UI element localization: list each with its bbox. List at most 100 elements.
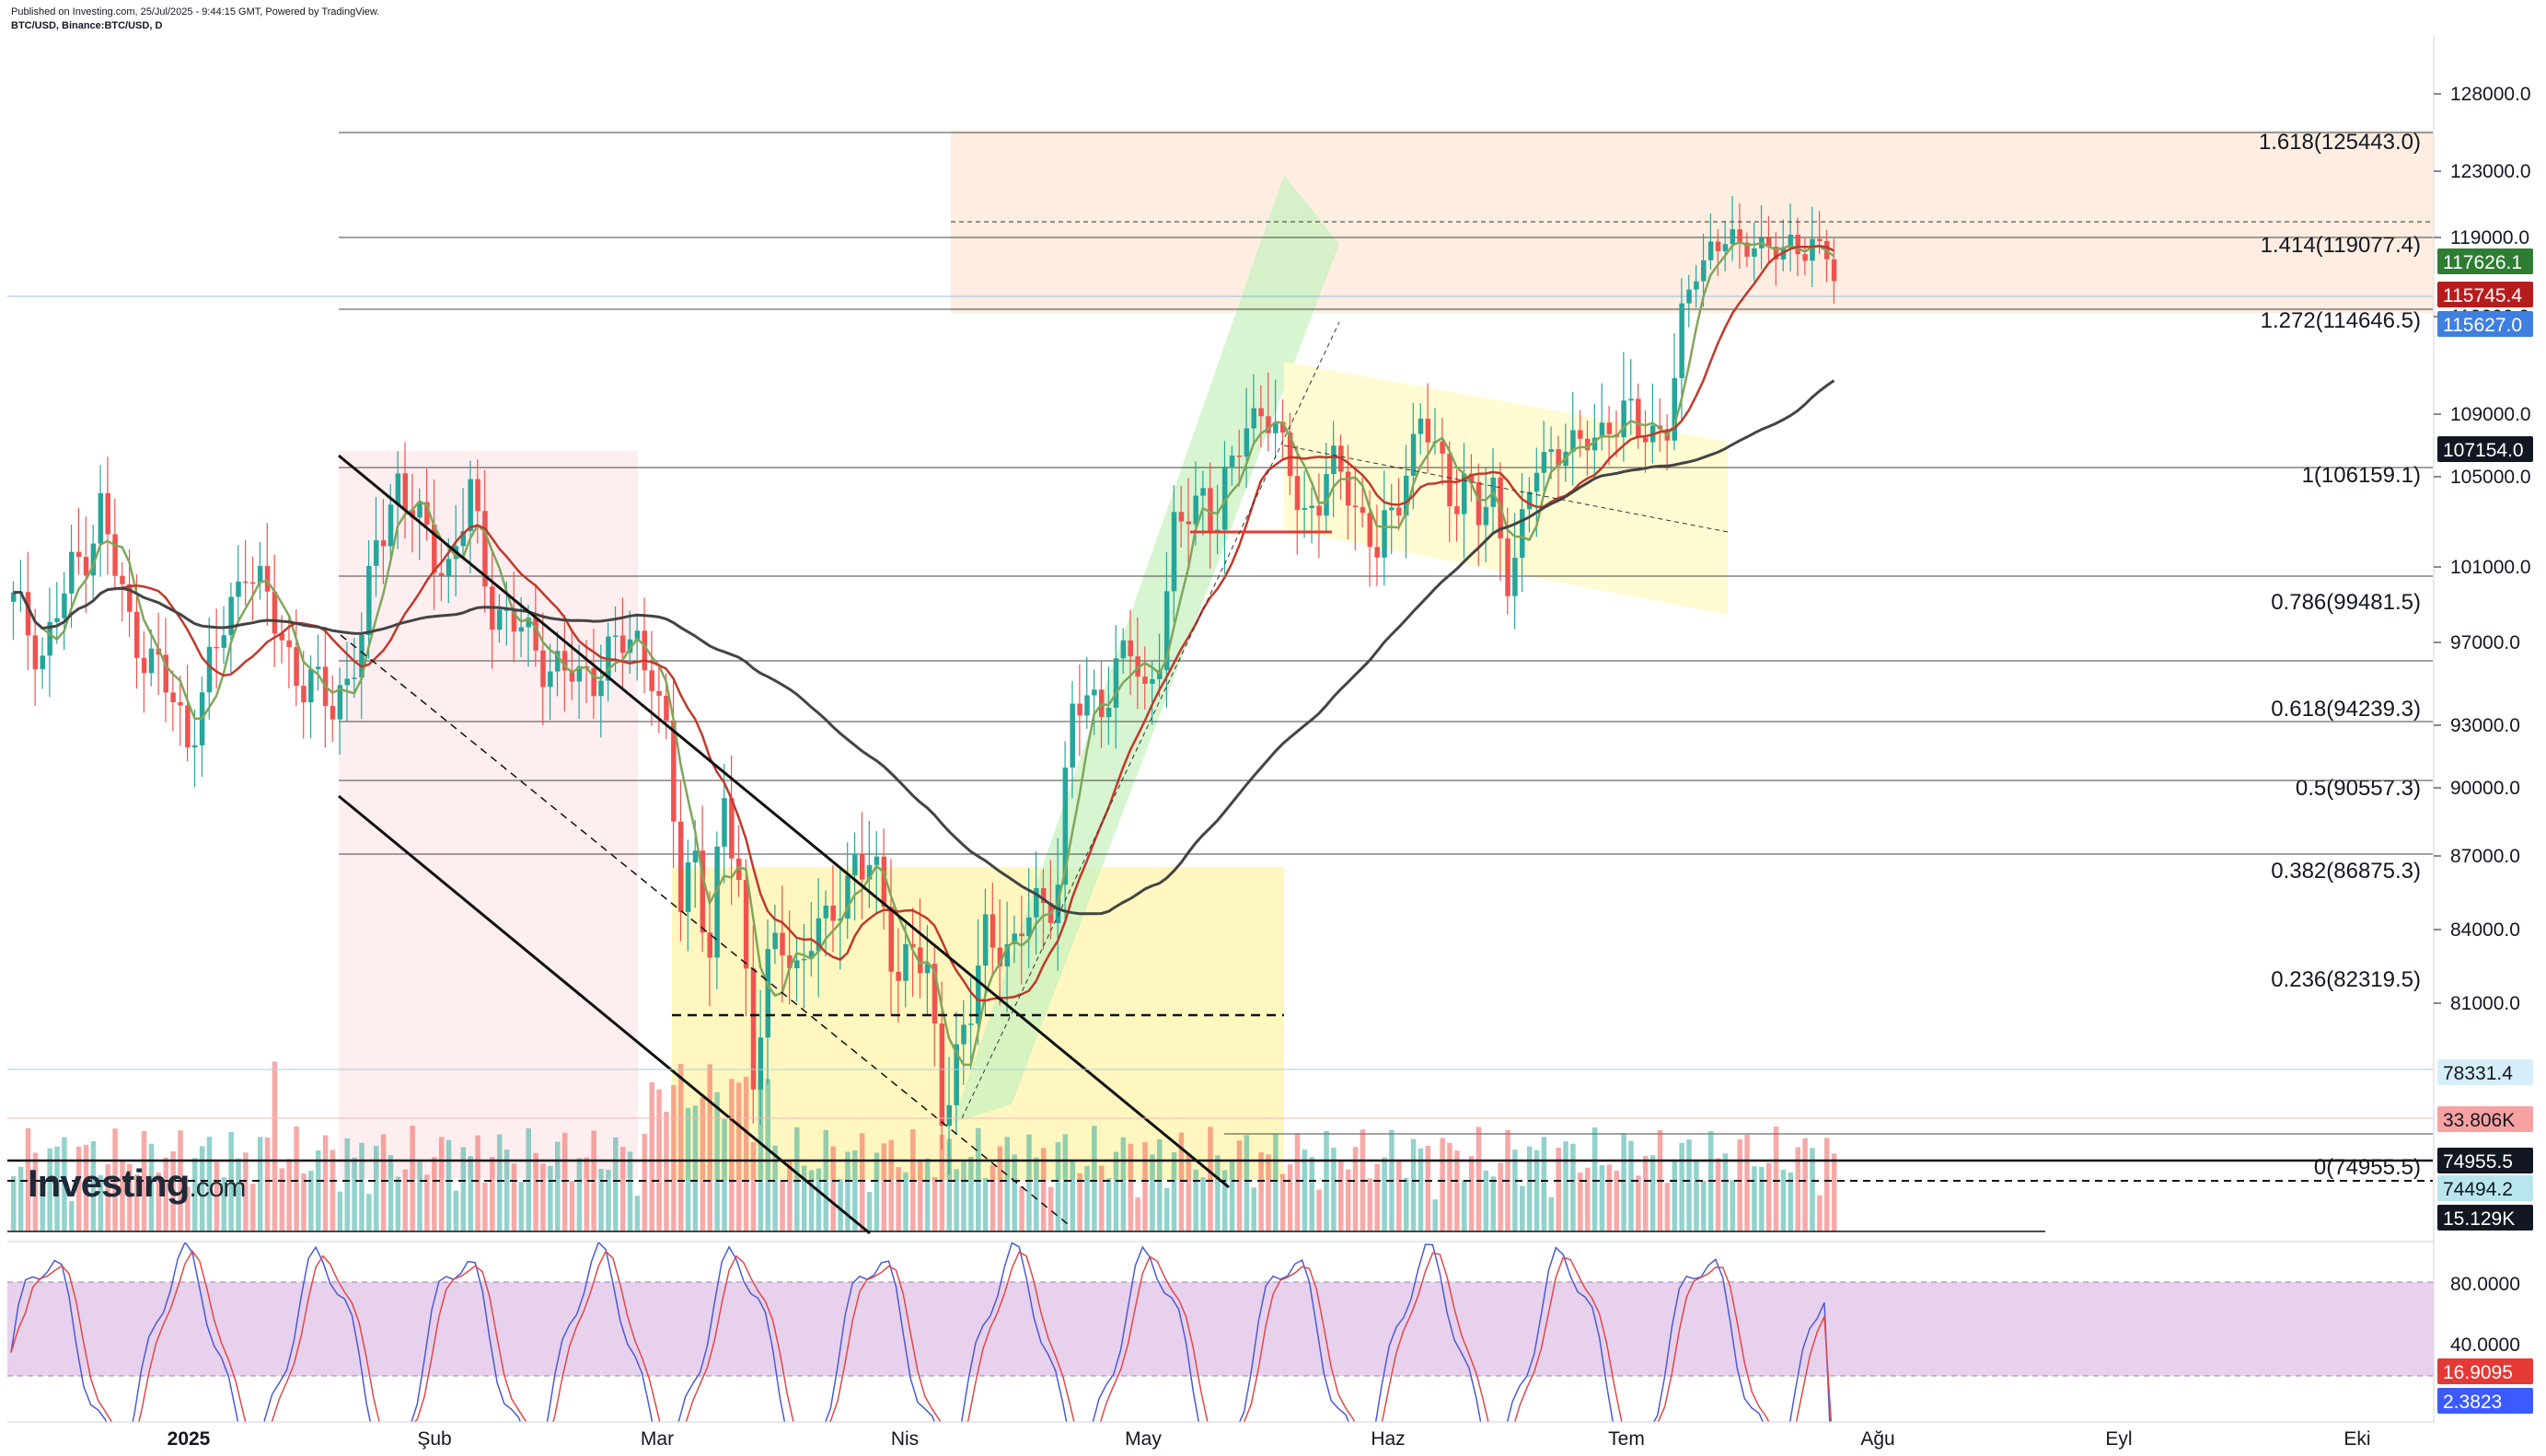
volume-bar — [1287, 1164, 1293, 1231]
volume-bar — [279, 1168, 285, 1231]
volume-bar — [446, 1139, 452, 1231]
price-badge-text: 117626.1 — [2443, 252, 2522, 273]
volume-bar — [692, 1105, 699, 1231]
candle-body — [424, 502, 430, 525]
volume-bar — [1410, 1138, 1417, 1231]
time-tick-label: May — [1125, 1428, 1162, 1450]
fib-level-label: 0.5(90557.3) — [2296, 776, 2421, 801]
volume-bar — [1157, 1138, 1163, 1231]
volume-bar — [888, 1139, 894, 1231]
candle-body — [112, 534, 118, 576]
candle-body — [352, 677, 357, 679]
candle-body — [127, 584, 133, 612]
volume-bar — [294, 1126, 299, 1231]
price-badge-text: 115745.4 — [2443, 285, 2522, 306]
candle-body — [1468, 473, 1475, 482]
price-badge-text: 107154.0 — [2443, 440, 2524, 461]
volume-bar — [1309, 1157, 1315, 1231]
volume-bar — [722, 1118, 727, 1231]
volume-bar — [1570, 1143, 1576, 1231]
candle-body — [758, 1037, 764, 1090]
volume-bar — [576, 1158, 583, 1231]
fib-level-label: 1(106159.1) — [2302, 463, 2421, 488]
candle-body — [526, 618, 531, 628]
candle-body — [989, 914, 996, 948]
candle-body — [692, 850, 699, 863]
investing-logo: Investing.com — [28, 1161, 246, 1205]
volume-bar — [1701, 1181, 1707, 1231]
volume-bar — [1556, 1148, 1561, 1231]
candle-body — [722, 798, 727, 847]
candle-body — [1606, 422, 1613, 434]
candle-body — [729, 798, 735, 859]
candle-body — [918, 947, 923, 974]
volume-bar — [1628, 1140, 1634, 1231]
volume-bar — [366, 1194, 372, 1231]
volume-bar — [1584, 1167, 1591, 1231]
candle-body — [214, 646, 220, 649]
candle-body — [1722, 244, 1729, 251]
candle-body — [1266, 416, 1271, 433]
candle-body — [1599, 422, 1605, 438]
price-tick-label: 81000.0 — [2450, 993, 2520, 1014]
stoch-badge — [2437, 1388, 2533, 1414]
volume-bar — [685, 1107, 691, 1231]
fib-level-label: 0.236(82319.5) — [2271, 967, 2421, 992]
candle-body — [236, 581, 241, 597]
candle-body — [1831, 259, 1837, 282]
volume-badge-text: 15.129K — [2443, 1208, 2515, 1230]
volume-bar — [453, 1190, 459, 1231]
volume-bar — [308, 1171, 314, 1231]
volume-bar — [561, 1132, 568, 1231]
candle-body — [1403, 475, 1409, 516]
candle-body — [417, 502, 422, 518]
candle-body — [1360, 507, 1366, 514]
flag-channel-midline — [1283, 445, 1729, 533]
candle-body — [446, 559, 452, 576]
candle-body — [1621, 400, 1626, 438]
fib-level-label: 1.618(125443.0) — [2259, 130, 2421, 155]
candle-body — [1425, 418, 1431, 443]
candle-body — [308, 669, 314, 703]
time-tick-label: Ağu — [1860, 1428, 1894, 1450]
volume-bar — [1795, 1147, 1800, 1231]
candle-body — [1374, 547, 1380, 558]
candle-body — [664, 695, 669, 721]
candle-body — [1643, 437, 1649, 443]
candle-body — [649, 670, 654, 691]
candle-body — [1570, 430, 1576, 452]
candle-body — [380, 540, 387, 547]
candle-body — [932, 964, 938, 1024]
candle-body — [1707, 241, 1714, 260]
volume-bar — [1476, 1127, 1482, 1231]
candle-body — [656, 690, 662, 696]
volume-bar — [1084, 1165, 1090, 1231]
volume-bar — [1367, 1178, 1373, 1231]
volume-bar — [1765, 1162, 1772, 1231]
volume-bar — [1338, 1159, 1344, 1231]
volume-bar — [1055, 1142, 1061, 1231]
candle-body — [968, 1023, 974, 1025]
volume-bar — [1062, 1134, 1069, 1231]
ma-fast-line — [13, 240, 1835, 1067]
volume-bar — [671, 1085, 677, 1231]
volume-bar — [1722, 1153, 1729, 1231]
candle-body — [475, 479, 480, 512]
volume-bar — [903, 1172, 908, 1231]
stoch-tick-label: 80.0000 — [2450, 1274, 2520, 1295]
candle-body — [859, 853, 865, 880]
volume-bar — [1186, 1153, 1192, 1231]
candle-body — [961, 1024, 966, 1045]
candle-body — [359, 635, 365, 678]
candle-body — [503, 609, 510, 611]
candle-body — [1150, 678, 1155, 684]
candle-body — [903, 943, 908, 981]
volume-bar — [1643, 1155, 1649, 1231]
volume-bar — [1352, 1147, 1359, 1231]
volume-bar — [511, 1163, 517, 1231]
volume-badge-text: 74955.5 — [2443, 1151, 2513, 1173]
volume-bar — [1752, 1166, 1757, 1231]
volume-bar — [1128, 1143, 1134, 1231]
candle-body — [1178, 512, 1185, 522]
